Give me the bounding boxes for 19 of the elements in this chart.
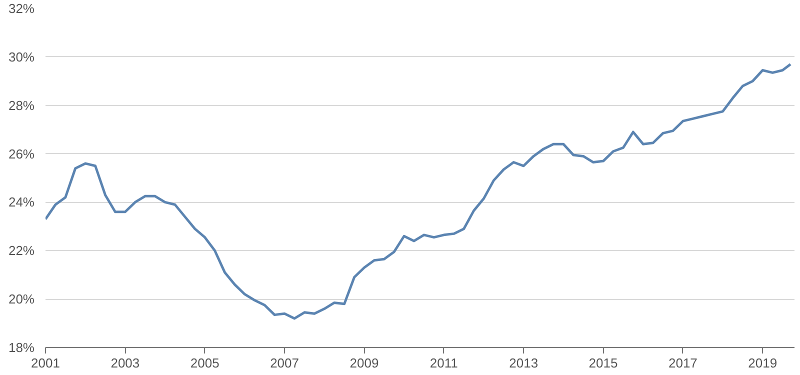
line-series <box>46 62 792 320</box>
x-tick-label: 2003 <box>110 356 140 370</box>
y-tick-label: 20% <box>8 292 35 307</box>
y-tick-label: 24% <box>8 194 35 210</box>
y-tick-label: 22% <box>8 243 35 258</box>
y-tick-label: 26% <box>8 146 35 162</box>
y-tick-label: 32% <box>8 1 35 16</box>
x-tick-label: 2017 <box>668 356 698 370</box>
y-tick-label: 18% <box>8 340 35 355</box>
x-tick-label: 2019 <box>748 356 778 370</box>
x-tick-label: 2007 <box>270 356 300 370</box>
x-tick-label: 2013 <box>509 356 538 370</box>
y-tick-label: 30% <box>8 49 35 64</box>
x-tick-label: 2015 <box>588 356 618 370</box>
y-tick-label: 28% <box>8 98 35 113</box>
x-tick-label: 2005 <box>190 356 220 370</box>
x-tick-label: 2009 <box>350 356 379 370</box>
x-tick-label: 2011 <box>430 356 458 370</box>
x-tick-label: 2001 <box>31 356 60 370</box>
